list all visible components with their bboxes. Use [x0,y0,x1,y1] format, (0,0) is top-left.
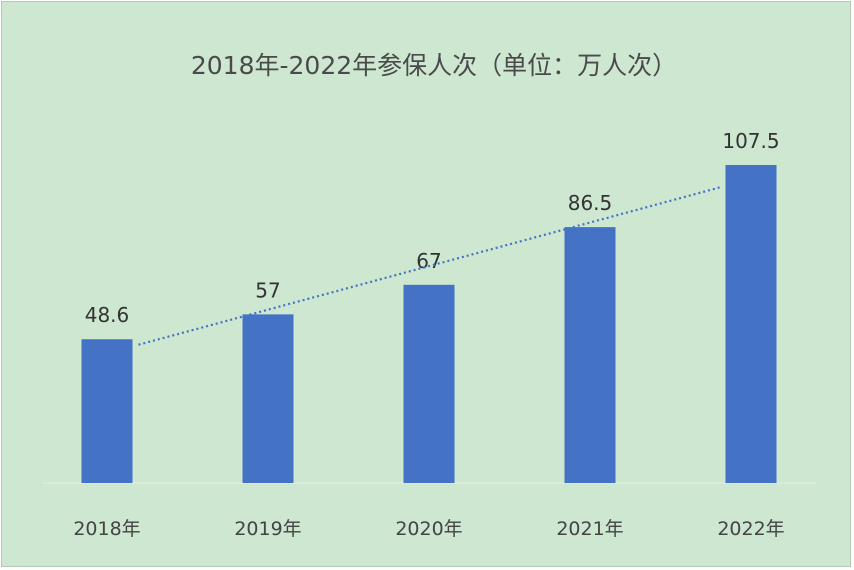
x-tick-label: 2020年 [395,518,462,540]
bar-series [81,165,777,483]
data-label: 48.6 [85,303,130,327]
bar-2020年 [403,284,455,483]
data-label: 57 [255,278,280,302]
data-label: 107.5 [722,129,779,153]
data-label: 86.5 [568,191,613,215]
bar-2022年 [725,165,777,483]
x-tick-labels: 2018年 2019年 2020年 2021年 2022年 [73,518,784,540]
bar-2018年 [81,339,133,483]
bar-2021年 [564,227,616,483]
bar-2019年 [242,314,294,483]
data-label: 67 [416,249,441,273]
chart-title: 2018年-2022年参保人次（单位：万人次） [191,51,677,80]
x-tick-label: 2021年 [556,518,623,540]
trendline [138,185,722,346]
x-tick-label: 2018年 [73,518,140,540]
x-tick-label: 2022年 [717,518,784,540]
x-tick-label: 2019年 [234,518,301,540]
data-labels: 48.6 57 67 86.5 107.5 [85,129,780,327]
